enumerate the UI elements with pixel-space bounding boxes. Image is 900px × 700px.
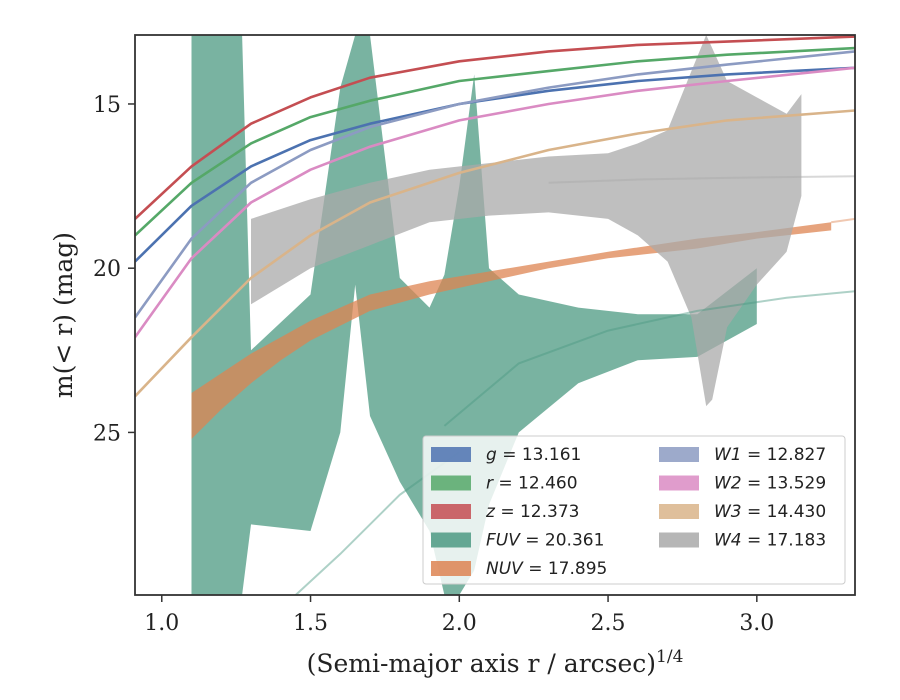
x-axis-title: (Semi-major axis r / arcsec)1/4 (307, 647, 684, 678)
faint-curve-0 (548, 175, 855, 184)
x-tick-label: 1.0 (144, 611, 179, 636)
legend-label: r = 12.460 (486, 474, 578, 494)
y-tick-label: 25 (93, 421, 121, 446)
legend-label: W1 = 12.827 (714, 445, 826, 465)
line-r (135, 46, 855, 237)
line-w1 (135, 50, 855, 319)
legend-frame (422, 435, 846, 585)
line-w3 (135, 109, 855, 398)
y-tick-label: 20 (93, 257, 121, 282)
line-g (135, 66, 855, 263)
legend-swatch (659, 447, 699, 462)
plot-frame (134, 34, 856, 596)
faint-curve-1 (443, 290, 855, 427)
x-tick-label: 3.0 (739, 611, 774, 636)
legend-label: W3 = 14.430 (714, 502, 826, 522)
line-w2 (135, 66, 855, 338)
x-tick-label: 2.5 (591, 611, 626, 636)
y-axis-title: m(< r) (mag) (49, 232, 78, 398)
x-tick-label: 2.0 (442, 611, 477, 636)
legend-swatch (431, 504, 471, 519)
legend-swatch (659, 475, 699, 491)
x-axis-title-main: (Semi-major axis r / arcsec) (307, 649, 656, 678)
legend-label: z = 12.373 (485, 502, 579, 522)
x-tick-label: 1.5 (293, 611, 328, 636)
legend-swatch (431, 475, 471, 491)
band-nuv (191, 222, 832, 439)
legend-label: FUV = 20.361 (486, 531, 604, 551)
legend-label: g = 13.161 (486, 445, 581, 465)
legend-label: W4 = 17.183 (714, 531, 826, 551)
faint-curve-3 (831, 217, 855, 224)
legend-label: W2 = 13.529 (714, 474, 826, 494)
x-axis-title-superscript: 1/4 (656, 647, 683, 667)
legend-swatch (431, 532, 471, 548)
band-fuv (191, 35, 757, 595)
legend-swatch (659, 504, 699, 519)
line-z (135, 35, 855, 220)
band-w4 (251, 35, 802, 407)
legend-swatch (659, 532, 699, 548)
y-tick-label: 15 (93, 93, 121, 118)
legend: g = 13.161 r = 12.460 z = 12.373 FUV = 20.3… (422, 435, 846, 585)
legend-swatch (431, 447, 471, 462)
legend-swatch (431, 561, 471, 576)
legend-label: NUV = 17.895 (486, 559, 607, 579)
